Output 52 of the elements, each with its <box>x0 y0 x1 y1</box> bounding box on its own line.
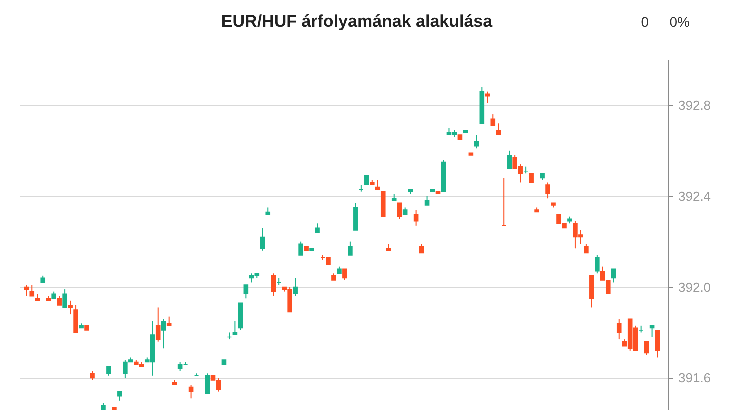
candlestick <box>348 241 353 256</box>
candlestick <box>496 123 502 136</box>
candlestick <box>485 91 490 104</box>
candlestick <box>584 244 589 254</box>
candlestick <box>616 318 622 340</box>
candlestick <box>74 304 78 334</box>
candlestick <box>364 176 370 186</box>
candlestick <box>595 254 600 274</box>
candlestick <box>375 180 380 190</box>
candlestick <box>354 202 358 231</box>
candlestick <box>156 307 161 342</box>
candlestick <box>188 384 194 400</box>
candlestick <box>30 284 35 297</box>
candlestick <box>205 373 210 395</box>
candlestick <box>414 210 419 226</box>
candlestick <box>161 318 166 350</box>
candlestick <box>244 284 249 300</box>
candlestick <box>315 223 320 234</box>
candlestick <box>342 268 348 281</box>
chart-title: EUR/HUF árfolyamának alakulása <box>221 12 494 31</box>
candlestick <box>260 228 266 252</box>
candlestick <box>90 370 95 381</box>
candlestick <box>655 330 660 358</box>
candlestick <box>118 391 122 402</box>
candlestick <box>293 278 298 297</box>
candlestick <box>644 341 650 356</box>
y-tick-label: 392.4 <box>678 188 712 204</box>
candlestick <box>611 268 616 284</box>
candlestick <box>298 241 304 256</box>
candlestick <box>397 202 402 220</box>
candlestick <box>490 114 496 126</box>
y-tick-label: 391.6 <box>678 370 712 386</box>
candlestick <box>546 182 550 200</box>
candlestick <box>419 244 424 254</box>
candlestick <box>57 296 62 306</box>
candlestick <box>529 173 534 184</box>
candlestick <box>650 325 655 338</box>
candlestick <box>424 196 430 206</box>
candlestick <box>24 284 30 297</box>
candlestick <box>232 320 238 336</box>
candlestick <box>474 134 480 150</box>
text: 0 <box>641 14 650 30</box>
candlestick <box>166 316 172 326</box>
candlestick <box>590 275 594 308</box>
text: 0% <box>670 14 690 30</box>
candlestick <box>106 366 112 376</box>
candlestick <box>271 273 276 297</box>
candlestick <box>62 289 68 308</box>
candlestick <box>68 300 73 316</box>
candlestick <box>507 150 512 170</box>
y-tick-label: 392.0 <box>678 280 712 295</box>
y-tick-label: 392.8 <box>678 98 712 113</box>
